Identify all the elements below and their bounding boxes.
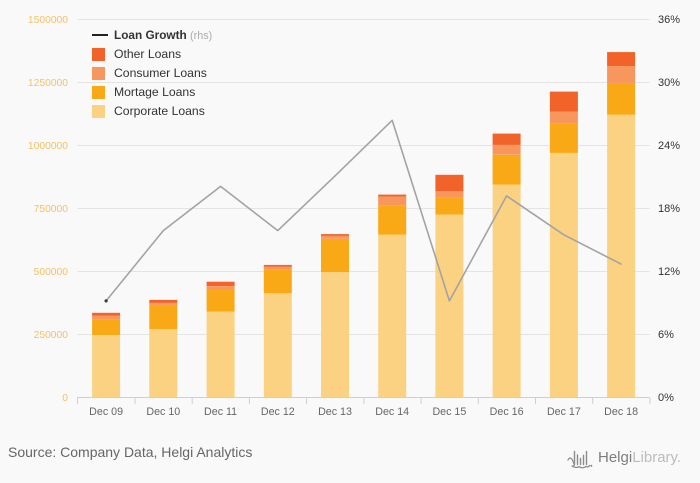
svg-text:Dec 10: Dec 10 xyxy=(146,406,180,418)
svg-text:Loan Growth (rhs): Loan Growth (rhs) xyxy=(114,28,212,42)
svg-text:750000: 750000 xyxy=(34,204,69,215)
svg-text:Dec 17: Dec 17 xyxy=(547,406,581,418)
svg-text:30%: 30% xyxy=(658,77,680,89)
svg-text:Mortage Loans: Mortage Loans xyxy=(114,85,195,99)
svg-text:Source: Company Data, Helgi An: Source: Company Data, Helgi Analytics xyxy=(8,444,252,460)
svg-text:Dec 13: Dec 13 xyxy=(318,406,352,418)
svg-text:1000000: 1000000 xyxy=(28,141,68,152)
svg-text:Corporate Loans: Corporate Loans xyxy=(114,104,205,118)
svg-text:6%: 6% xyxy=(658,329,674,341)
svg-text:Dec 16: Dec 16 xyxy=(490,406,524,418)
svg-text:0: 0 xyxy=(62,393,68,404)
svg-text:250000: 250000 xyxy=(34,330,69,341)
svg-text:36%: 36% xyxy=(658,14,680,26)
svg-text:Dec 11: Dec 11 xyxy=(204,406,237,418)
svg-text:12%: 12% xyxy=(658,266,680,278)
svg-text:Other Loans: Other Loans xyxy=(114,47,181,61)
svg-text:Dec 18: Dec 18 xyxy=(604,406,638,418)
svg-text:Dec 14: Dec 14 xyxy=(375,406,409,418)
svg-text:Consumer Loans: Consumer Loans xyxy=(114,66,207,80)
svg-text:1250000: 1250000 xyxy=(28,78,68,89)
svg-text:HelgiLibrary.: HelgiLibrary. xyxy=(598,449,681,466)
svg-text:18%: 18% xyxy=(658,203,680,215)
svg-text:0%: 0% xyxy=(658,392,674,404)
svg-text:24%: 24% xyxy=(658,140,680,152)
svg-text:1500000: 1500000 xyxy=(28,15,68,26)
svg-text:Dec 15: Dec 15 xyxy=(432,406,466,418)
svg-text:Dec 09: Dec 09 xyxy=(89,406,123,418)
svg-text:Dec 12: Dec 12 xyxy=(261,406,295,418)
svg-text:500000: 500000 xyxy=(34,267,69,278)
